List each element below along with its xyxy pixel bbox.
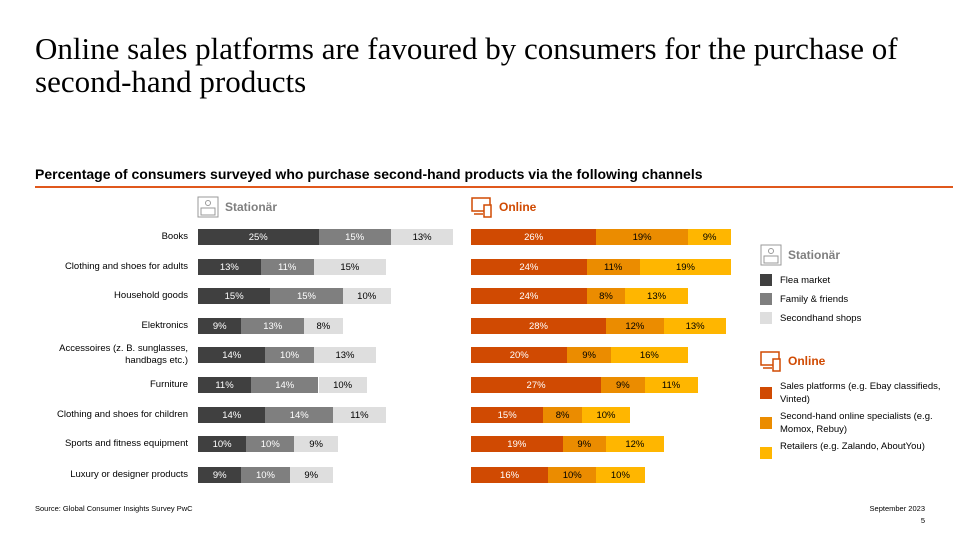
bar-segment: 24% (471, 288, 587, 304)
legend-swatch (760, 312, 772, 324)
bar-segment: 11% (198, 377, 252, 393)
legend-online-header: Online (760, 350, 825, 372)
bar-segment: 10% (581, 407, 631, 423)
legend-swatch (760, 293, 772, 305)
bar-segment: 14% (198, 347, 266, 363)
category-label: Clothing and shoes for children (57, 409, 188, 420)
legend-item: Family & friends (760, 293, 848, 306)
stationary-header: Stationär (197, 196, 277, 218)
legend-item: Second-hand online specialists (e.g. Mom… (760, 410, 950, 436)
legend-label: Family & friends (780, 294, 849, 305)
bar-segment: 10% (342, 288, 391, 304)
legend-swatch (760, 274, 772, 286)
legend-swatch (760, 387, 772, 399)
source-note: Source: Global Consumer Insights Survey … (35, 504, 193, 513)
bar-segment: 8% (304, 318, 343, 334)
bar-segment: 16% (471, 467, 549, 483)
legend-item: Flea market (760, 274, 830, 287)
category-label: Sports and fitness equipment (64, 438, 188, 449)
legend-item: Retailers (e.g. Zalando, AboutYou) (760, 440, 950, 459)
bar-segment: 10% (318, 377, 367, 393)
bar-segment: 11% (586, 259, 640, 275)
bar-segment: 13% (241, 318, 305, 334)
bar-segment: 9% (289, 467, 333, 483)
legend-swatch (760, 447, 772, 459)
bar-segment: 28% (471, 318, 606, 334)
bar-segment: 14% (198, 407, 266, 423)
bar-segment: 13% (313, 347, 377, 363)
shop-icon (197, 196, 219, 218)
bar-segment: 10% (198, 436, 247, 452)
category-label: Elektronics (141, 320, 188, 331)
bar-segment: 19% (596, 229, 688, 245)
bar-segment: 24% (471, 259, 587, 275)
bar-segment: 13% (663, 318, 727, 334)
legend-online-label: Online (788, 354, 826, 368)
bar-segment: 9% (294, 436, 338, 452)
bar-segment: 12% (605, 436, 664, 452)
bar-segment: 9% (601, 377, 645, 393)
bar-segment: 14% (265, 407, 333, 423)
legend-swatch (760, 417, 772, 429)
bar-segment: 9% (198, 467, 242, 483)
devices-icon (760, 351, 781, 372)
bar-segment: 15% (318, 229, 391, 245)
legend-item: Secondhand shops (760, 312, 861, 325)
bar-segment: 9% (198, 318, 242, 334)
bar-segment: 19% (639, 259, 732, 275)
bar-segment: 15% (471, 407, 544, 423)
bar-segment: 15% (198, 288, 271, 304)
bar-segment: 15% (313, 259, 386, 275)
category-label: Household goods (114, 290, 188, 301)
bar-segment: 10% (241, 467, 290, 483)
bar-segment: 13% (198, 259, 261, 275)
legend-item: Sales platforms (e.g. Ebay classifieds, … (760, 380, 950, 406)
divider (35, 186, 953, 188)
bar-segment: 26% (471, 229, 597, 245)
bar-segment: 10% (548, 467, 597, 483)
category-label: Books (161, 231, 188, 242)
bar-segment: 8% (543, 407, 582, 423)
category-label: Clothing and shoes for adults (64, 261, 188, 272)
category-label: Accessoires (z. B. sunglasses, handbags … (59, 343, 188, 366)
bar-segment: 12% (605, 318, 664, 334)
legend-stationary-label: Stationär (788, 248, 841, 262)
legend-label: Secondhand shops (780, 313, 862, 324)
bar-segment: 9% (567, 347, 611, 363)
online-header-label: Online (499, 200, 537, 214)
date: September 2023 (869, 504, 925, 513)
legend-label: Second-hand online specialists (e.g. Mom… (780, 411, 933, 435)
bar-segment: 13% (625, 288, 688, 304)
bar-segment: 8% (586, 288, 626, 304)
legend-stationary-header: Stationär (760, 244, 840, 266)
bar-segment: 11% (332, 407, 386, 423)
bar-segment: 10% (246, 436, 295, 452)
bar-segment: 19% (471, 436, 563, 452)
bar-segment: 25% (198, 229, 319, 245)
bar-segment: 9% (687, 229, 732, 245)
shop-icon (760, 244, 782, 266)
bar-segment: 10% (265, 347, 314, 363)
page-number: 5 (920, 516, 925, 525)
category-label: Furniture (149, 379, 188, 390)
online-header: Online (471, 196, 536, 218)
stationary-header-label: Stationär (225, 200, 278, 214)
bar-segment: 11% (644, 377, 698, 393)
bar-segment: 10% (596, 467, 645, 483)
legend-label: Sales platforms (e.g. Ebay classifieds, … (780, 381, 941, 405)
page-title: Online sales platforms are favoured by c… (35, 31, 898, 99)
category-label: Luxury or designer products (70, 469, 188, 480)
bar-segment: 15% (270, 288, 343, 304)
bar-segment: 14% (251, 377, 319, 393)
legend-label: Flea market (780, 275, 831, 286)
legend-label: Retailers (e.g. Zalando, AboutYou) (780, 441, 925, 452)
bar-segment: 13% (390, 229, 454, 245)
devices-icon (471, 197, 492, 218)
chart-title: Percentage of consumers surveyed who pur… (35, 166, 703, 182)
bar-segment: 20% (471, 347, 568, 363)
bar-segment: 11% (260, 259, 314, 275)
bar-segment: 16% (610, 347, 688, 363)
bar-segment: 27% (471, 377, 602, 393)
bar-segment: 9% (562, 436, 606, 452)
